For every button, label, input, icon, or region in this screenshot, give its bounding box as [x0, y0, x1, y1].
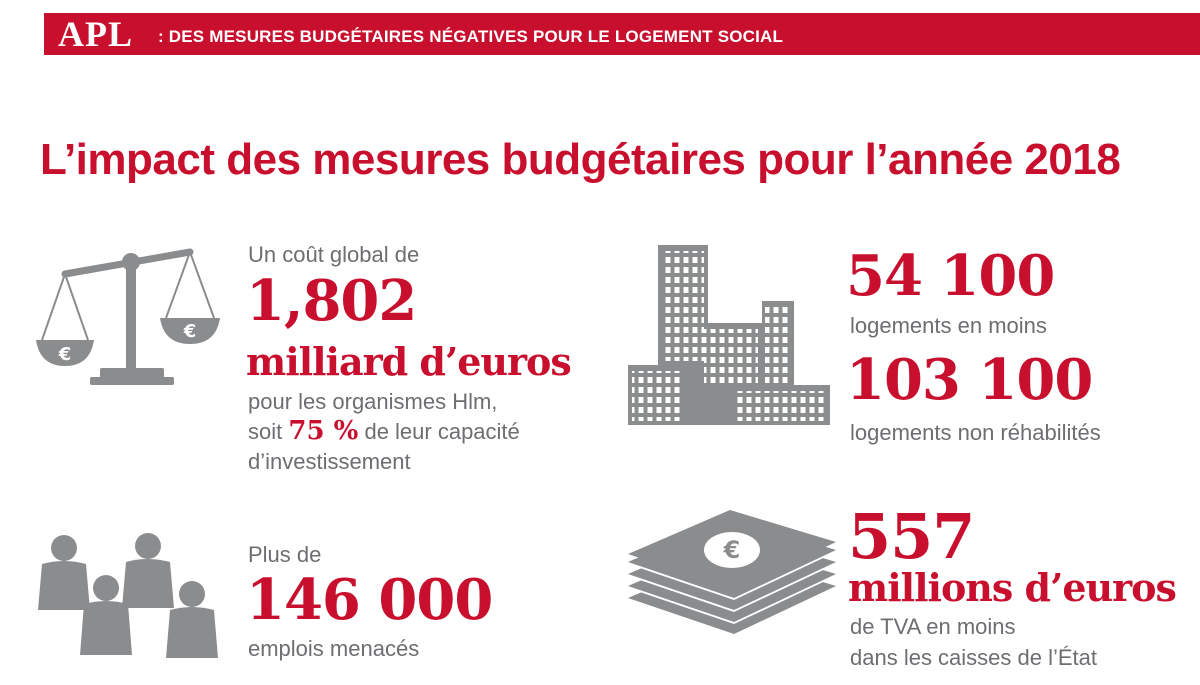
apl-logo: APL: [58, 14, 133, 54]
cost-intro: Un coût global de: [248, 242, 420, 267]
cost-amount: 1,802: [246, 268, 417, 334]
cost-line1: pour les organismes Hlm,: [248, 389, 498, 414]
cost-line2: soit 75 % de leur capacité: [248, 418, 520, 445]
euro-symbol: €: [723, 536, 741, 564]
header-banner: [44, 13, 1200, 55]
people-icon: [38, 533, 218, 658]
vat-unit: millions d’euros: [848, 565, 1177, 610]
vat-line2: dans les caisses de l’État: [850, 645, 1098, 670]
banner-title: : DES MESURES BUDGÉTAIRES NÉGATIVES POUR…: [158, 27, 784, 46]
cost-percent: 75 %: [288, 416, 359, 446]
jobs-label: emplois menacés: [248, 636, 420, 661]
vat-value: 557: [848, 500, 975, 573]
cost-line3: d’investissement: [248, 449, 411, 474]
vat-line1: de TVA en moins: [850, 614, 1016, 639]
housing-value2: 103 100: [846, 347, 1093, 413]
euro-symbol: €: [183, 321, 197, 342]
balance-scale-icon: € €: [36, 248, 220, 385]
jobs-value: 146 000: [246, 567, 493, 633]
cost-unit: milliard d’euros: [246, 339, 572, 384]
cost-line2-post: de leur capacité: [364, 419, 520, 444]
housing-label2: logements non réhabilités: [850, 420, 1101, 445]
jobs-intro: Plus de: [248, 542, 322, 567]
housing-label1: logements en moins: [850, 313, 1047, 338]
cost-line2-pre: soit: [248, 419, 283, 444]
buildings-icon: [628, 245, 830, 425]
euro-symbol: €: [58, 344, 72, 365]
banknote-stack-icon: €: [628, 510, 836, 634]
page-title: L’impact des mesures budgétaires pour l’…: [40, 135, 1121, 184]
housing-value1: 54 100: [846, 243, 1055, 309]
